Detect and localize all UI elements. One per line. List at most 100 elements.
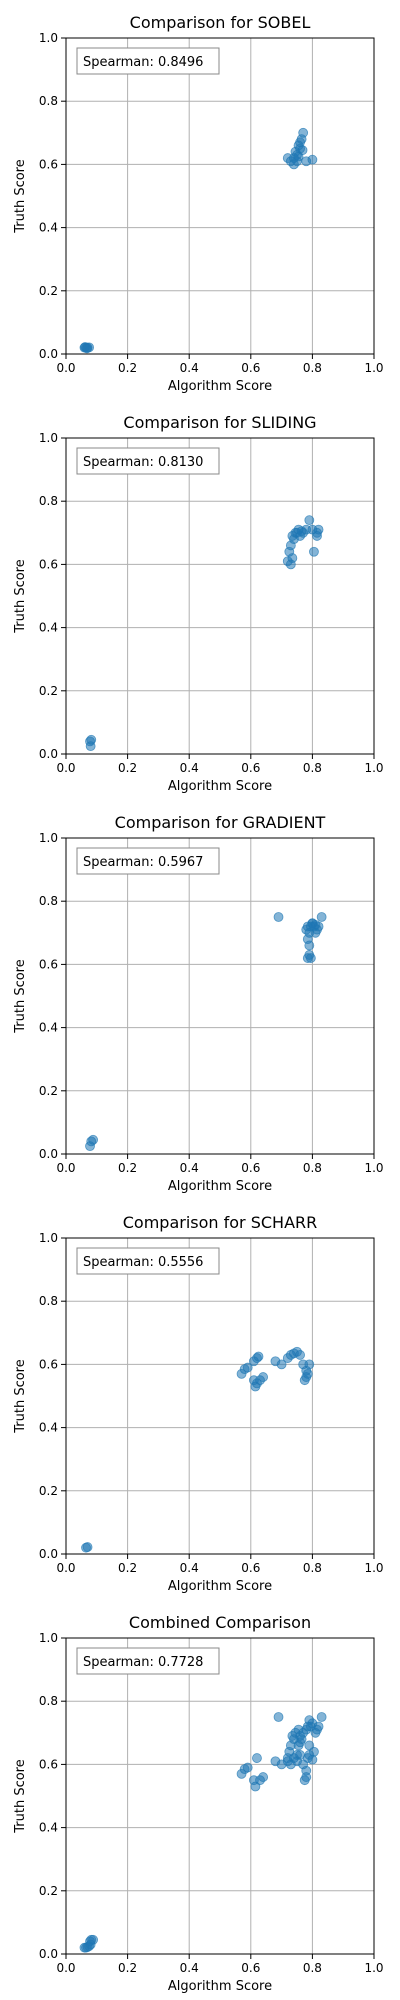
y-tick-label: 0.0 <box>39 747 58 761</box>
y-tick-label: 0.4 <box>39 621 58 635</box>
data-point <box>304 1359 315 1370</box>
y-tick-label: 0.0 <box>39 1547 58 1561</box>
y-axis-label: Truth Score <box>13 1359 28 1434</box>
data-point <box>273 912 284 922</box>
data-point <box>298 127 309 138</box>
y-tick-label: 0.8 <box>39 94 58 108</box>
spearman-annotation: Spearman: 0.8496 <box>83 55 203 70</box>
y-tick-label: 0.2 <box>39 684 58 698</box>
data-point <box>297 145 308 156</box>
data-point <box>299 1375 310 1386</box>
data-point <box>258 1772 269 1782</box>
spearman-annotation: Spearman: 0.7728 <box>83 1655 203 1670</box>
data-point <box>289 159 299 170</box>
y-tick-label: 0.8 <box>39 494 58 508</box>
x-tick-label: 0.6 <box>241 761 260 775</box>
y-axis-label: Truth Score <box>13 159 28 234</box>
y-tick-label: 0.8 <box>39 1294 58 1308</box>
x-tick-label: 1.0 <box>364 761 383 775</box>
y-axis-label: Truth Score <box>13 959 28 1034</box>
chart-title: Comparison for SCHARR <box>123 1213 318 1232</box>
data-point <box>299 1775 310 1786</box>
y-axis-label: Truth Score <box>13 559 28 634</box>
data-point <box>242 1362 253 1373</box>
x-tick-label: 0.2 <box>118 1961 137 1975</box>
x-tick-label: 0.6 <box>241 1561 260 1575</box>
spearman-annotation: Spearman: 0.5556 <box>83 1255 203 1270</box>
data-point <box>84 342 94 353</box>
y-tick-label: 0.4 <box>39 221 58 235</box>
y-tick-label: 1.0 <box>39 1631 58 1645</box>
scatter-chart-4: Comparison for SCHARR 0.0 0.2 0.4 0.6 0.8 1.0 0… <box>13 1213 384 1594</box>
x-axis-label: Algorithm Score <box>168 1579 272 1594</box>
data-point <box>304 940 315 951</box>
y-tick-label: 1.0 <box>39 1231 58 1245</box>
x-tick-label: 0.2 <box>118 361 137 375</box>
plot-frame <box>65 1637 375 1955</box>
x-tick-label: 0.2 <box>118 1161 137 1175</box>
y-tick-label: 0.0 <box>39 347 58 361</box>
annotation-box <box>76 847 220 875</box>
data-point <box>82 1542 93 1552</box>
y-tick-label: 0.6 <box>39 157 58 171</box>
x-tick-label: 1.0 <box>364 1561 383 1575</box>
y-tick-label: 0.6 <box>39 557 58 571</box>
data-point <box>304 515 315 526</box>
y-tick-label: 1.0 <box>39 431 58 445</box>
y-axis-label: Truth Score <box>13 1759 28 1834</box>
data-point <box>242 1762 253 1773</box>
y-tick-label: 1.0 <box>39 31 58 45</box>
x-tick-label: 1.0 <box>364 361 383 375</box>
x-axis-label: Algorithm Score <box>168 1979 272 1994</box>
annotation-box <box>76 1647 220 1675</box>
chart-title: Comparison for SOBEL <box>130 13 311 32</box>
y-tick-label: 0.2 <box>39 1484 58 1498</box>
y-tick-label: 0.2 <box>39 1884 58 1898</box>
y-tick-label: 0.4 <box>39 1421 58 1435</box>
data-point <box>307 154 318 165</box>
data-point <box>88 1134 99 1145</box>
x-axis-label: Algorithm Score <box>168 779 272 794</box>
spearman-annotation: Spearman: 0.8130 <box>83 455 203 470</box>
x-tick-label: 0.2 <box>118 761 137 775</box>
data-point <box>309 546 319 557</box>
plot-frame <box>65 1237 375 1555</box>
x-axis-label: Algorithm Score <box>168 379 272 394</box>
y-tick-label: 0.0 <box>39 1947 58 1961</box>
annotation-box <box>76 47 220 75</box>
x-tick-label: 0.8 <box>303 361 322 375</box>
x-tick-label: 0.2 <box>118 1561 137 1575</box>
x-tick-label: 1.0 <box>364 1161 383 1175</box>
y-tick-label: 0.6 <box>39 957 58 971</box>
x-tick-label: 0.8 <box>303 1161 322 1175</box>
y-tick-label: 0.6 <box>39 1757 58 1771</box>
data-point <box>310 920 321 930</box>
y-tick-label: 0.8 <box>39 1694 58 1708</box>
data-point <box>252 1753 262 1763</box>
x-tick-label: 0.0 <box>56 1961 75 1975</box>
y-tick-label: 0.2 <box>39 1084 58 1098</box>
y-tick-label: 0.0 <box>39 1147 58 1161</box>
data-point <box>258 1372 269 1382</box>
x-tick-label: 0.8 <box>303 1961 322 1975</box>
x-tick-label: 0.6 <box>241 1161 260 1175</box>
data-point <box>85 1939 96 1950</box>
y-tick-label: 0.2 <box>39 284 58 298</box>
data-point <box>305 953 316 963</box>
x-tick-label: 0.0 <box>56 1561 75 1575</box>
data-point <box>307 1754 318 1765</box>
annotation-box <box>76 1247 220 1275</box>
spearman-annotation: Spearman: 0.5967 <box>83 855 203 870</box>
chart-title: Comparison for SLIDING <box>123 413 316 432</box>
data-point <box>313 1721 324 1732</box>
y-tick-label: 0.4 <box>39 1021 58 1035</box>
data-point <box>253 1351 264 1362</box>
y-tick-label: 0.6 <box>39 1357 58 1371</box>
plot-frame <box>65 437 375 755</box>
x-tick-label: 0.4 <box>180 1161 199 1175</box>
x-tick-label: 0.6 <box>241 361 260 375</box>
data-point <box>312 531 322 541</box>
chart-title: Combined Comparison <box>129 1613 311 1632</box>
annotation-box <box>76 447 220 475</box>
